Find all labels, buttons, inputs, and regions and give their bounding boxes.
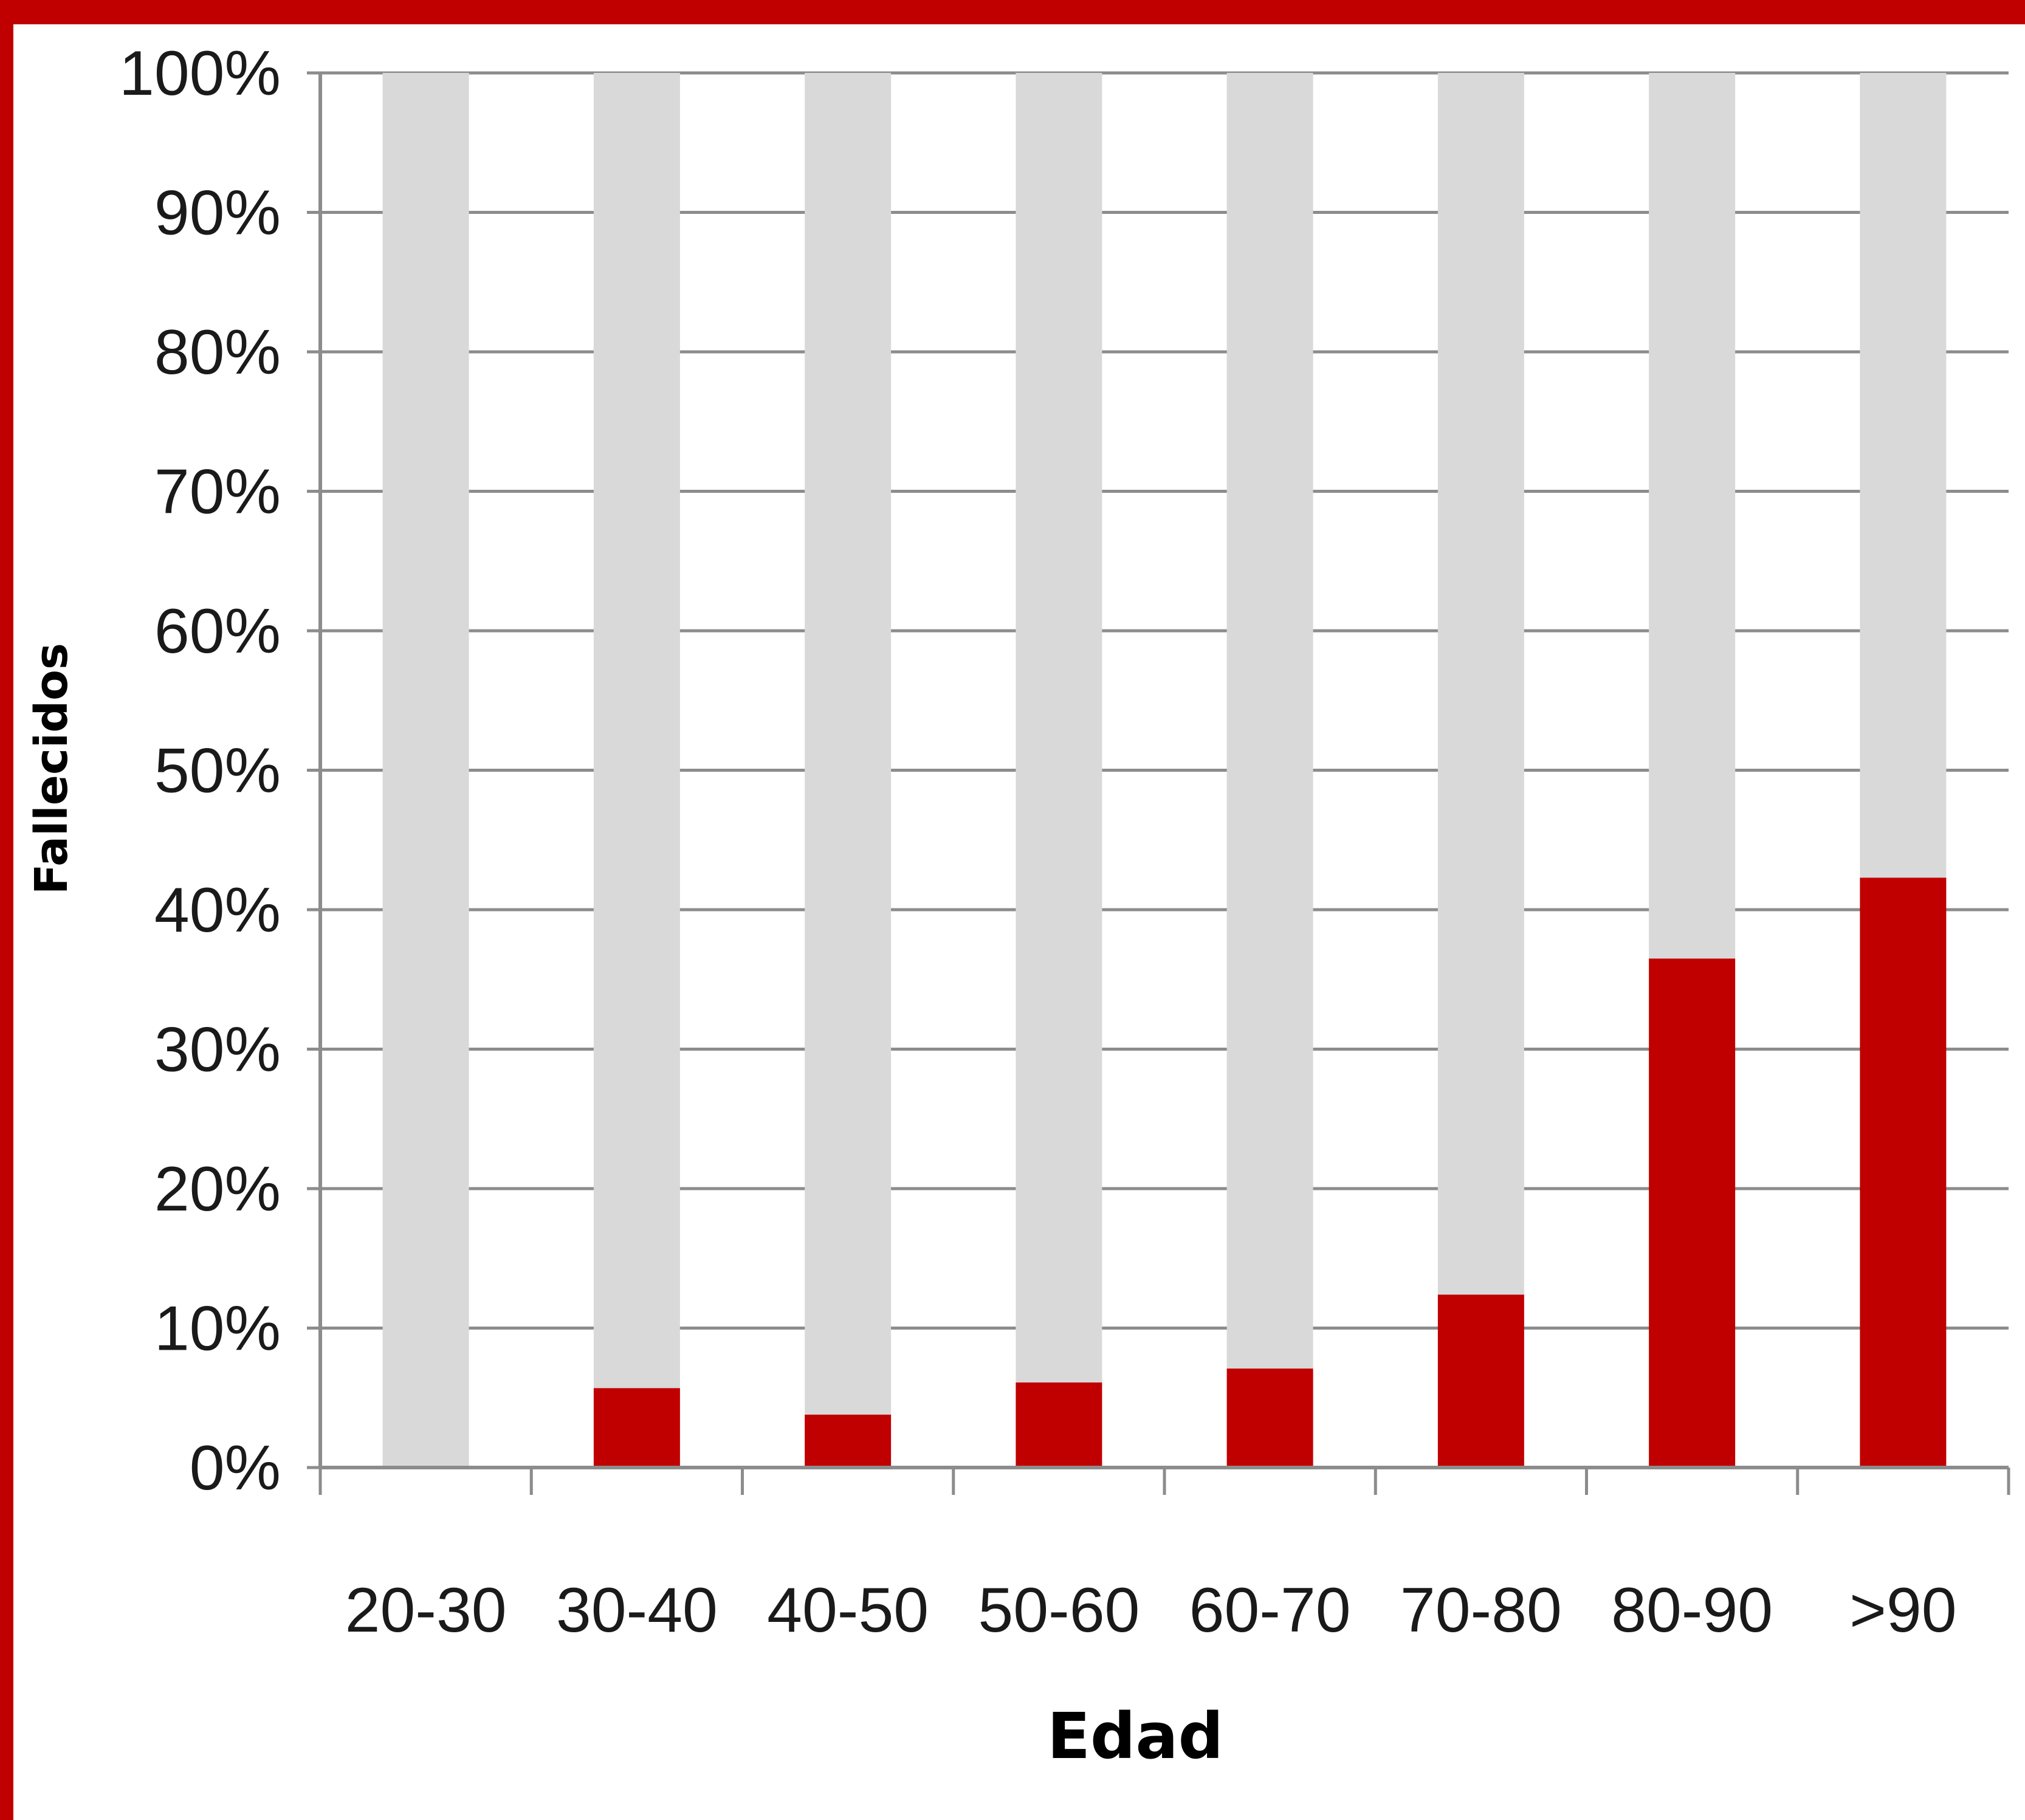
x-tick-label: 50-60: [978, 1575, 1140, 1646]
bars: [382, 73, 1947, 1468]
y-tick-label: 0%: [190, 1433, 281, 1503]
x-tick-label: 30-40: [556, 1575, 718, 1646]
bar-segment-fallecidos: [1649, 958, 1736, 1468]
y-tick-label: 80%: [154, 317, 281, 388]
y-tick-label: 40%: [154, 875, 281, 946]
bar-segment-fallecidos: [1860, 877, 1947, 1468]
x-tick-label: 40-50: [767, 1575, 929, 1646]
y-tick-label: 50%: [154, 736, 281, 806]
bar-segment-remainder: [1437, 73, 1524, 1295]
y-tick-label: 60%: [154, 596, 281, 667]
x-axis-title: Edad: [1047, 1699, 1223, 1773]
x-tick-label: 20-30: [345, 1575, 507, 1646]
y-tick-label: 90%: [154, 178, 281, 249]
y-tick-label: 10%: [154, 1294, 281, 1364]
bar-segment-remainder: [382, 73, 469, 1468]
y-axis-title: Fallecidos: [26, 643, 78, 895]
gridlines: [320, 71, 2009, 1330]
x-tick-label: >90: [1849, 1575, 1956, 1646]
y-tick-label: 30%: [154, 1015, 281, 1085]
axes: [307, 71, 2010, 1495]
bar-segment-fallecidos: [1226, 1368, 1313, 1468]
bar-segment-remainder: [593, 73, 680, 1389]
tick-labels: 0% 10% 20% 30% 40% 50% 60% 70% 80% 90% 100% 20-30 30…: [119, 38, 1957, 1646]
y-tick-label: 20%: [154, 1154, 281, 1224]
bar-segment-remainder: [805, 73, 892, 1415]
y-tick-label: 100%: [119, 38, 281, 109]
bar-segment-fallecidos: [593, 1388, 680, 1468]
bar-segment-remainder: [1649, 73, 1736, 959]
bar-segment-fallecidos: [1437, 1294, 1524, 1468]
y-tick-label: 70%: [154, 457, 281, 527]
bar-segment-fallecidos: [805, 1414, 892, 1468]
bar-segment-fallecidos: [1016, 1382, 1102, 1468]
bar-segment-remainder: [1226, 73, 1313, 1369]
x-tick-label: 60-70: [1189, 1575, 1351, 1646]
bar-segment-remainder: [1860, 73, 1947, 878]
x-tick-label: 80-90: [1611, 1575, 1773, 1646]
x-tick-label: 70-80: [1400, 1575, 1562, 1646]
bar-segment-remainder: [1016, 73, 1102, 1383]
